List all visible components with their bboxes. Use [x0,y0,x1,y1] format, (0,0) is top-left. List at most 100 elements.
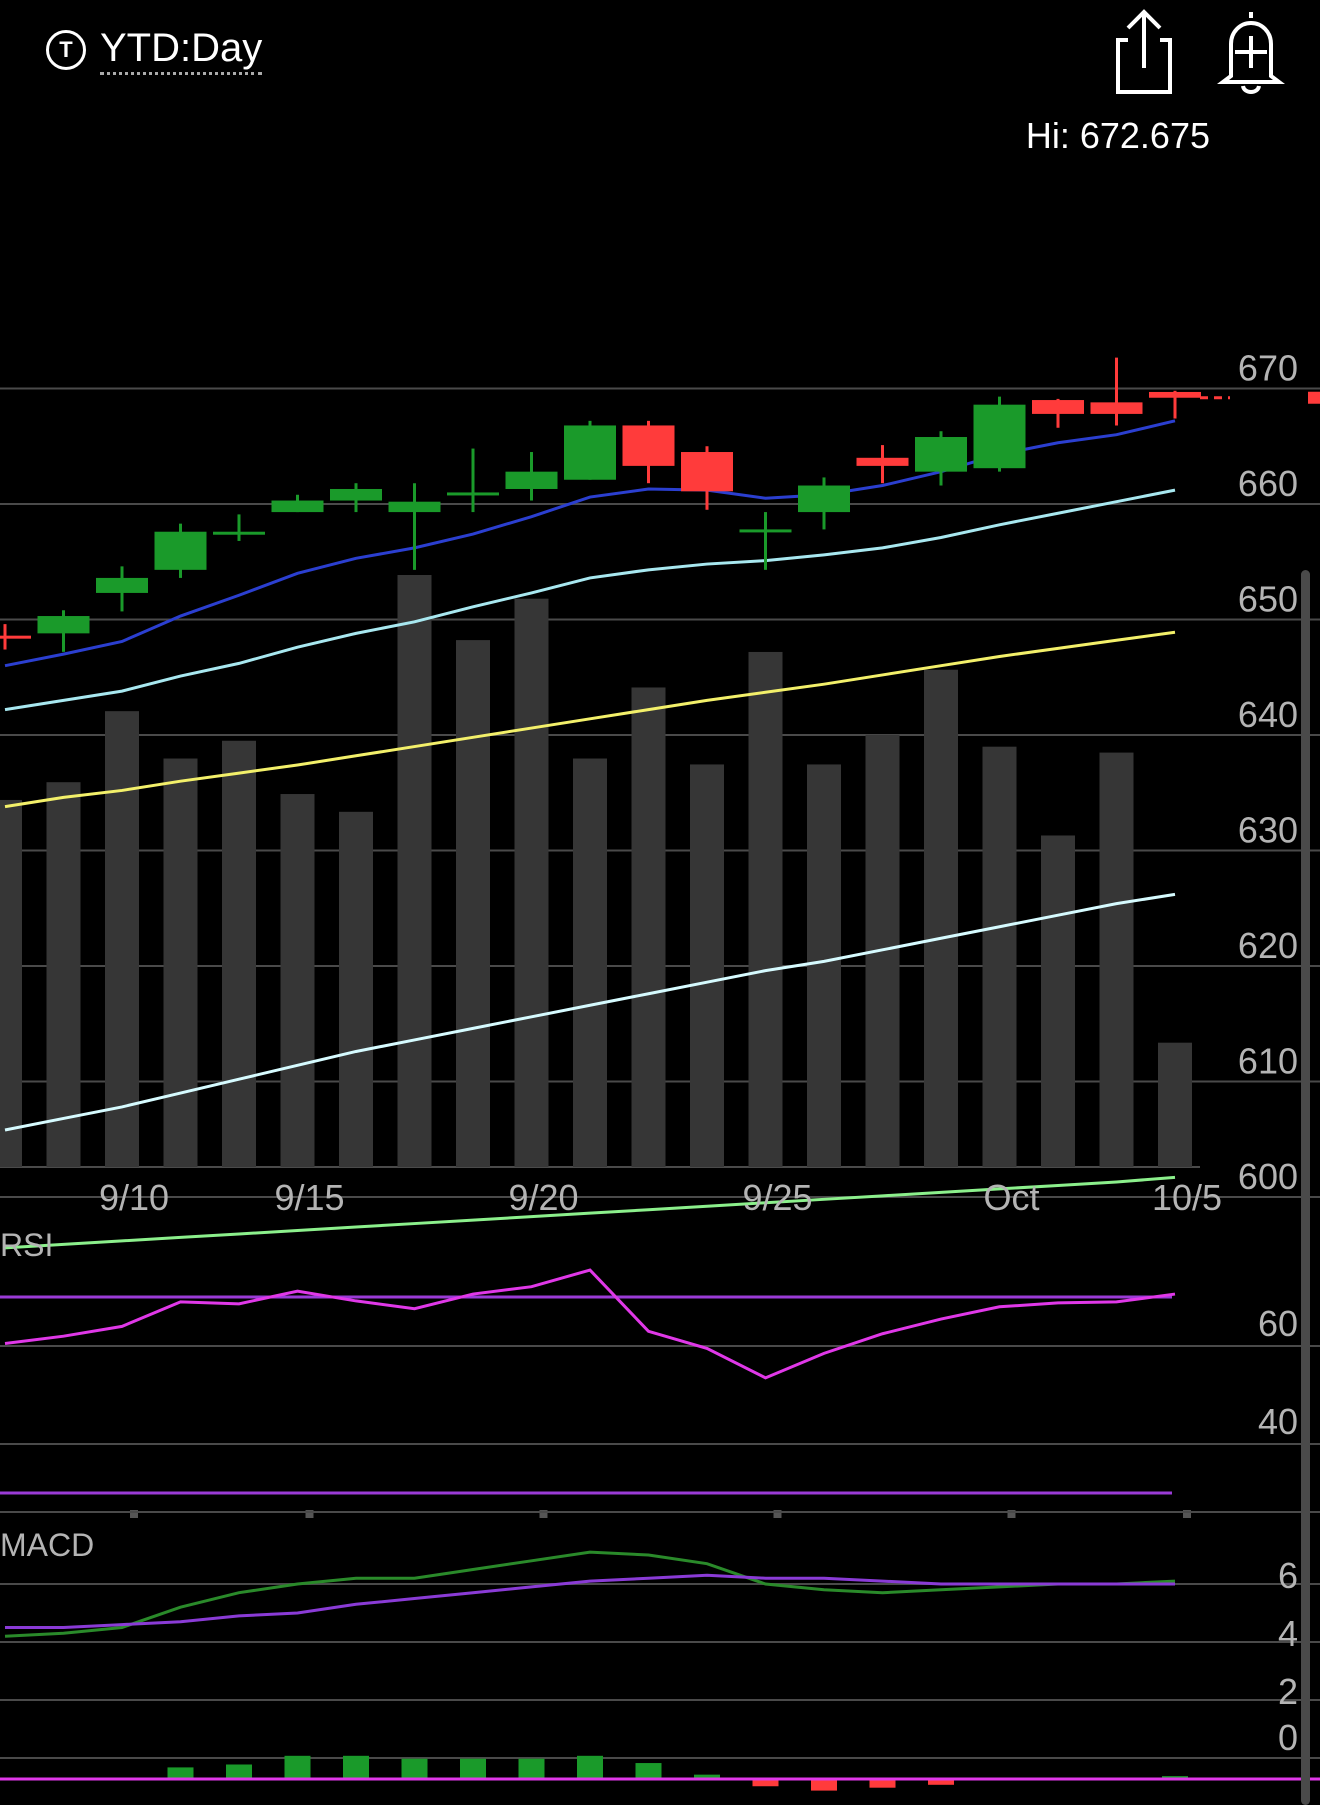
macd-histogram-bar [460,1758,486,1779]
timeframe-selector[interactable]: T YTD:Day [46,20,263,80]
last-price-marker [1308,391,1320,404]
macd-tick-label: 2 [1278,1671,1298,1712]
price-tick-label: 630 [1238,810,1298,851]
date-tick-mark [305,1510,314,1518]
rsi-panel: 60 40 [0,1268,1320,1513]
candle-body [154,531,207,570]
rsi-label: RSI [0,1227,53,1263]
volume-bars [0,575,1192,1167]
candle-body [681,452,733,492]
date-tick-label: Oct [983,1177,1039,1218]
moving-average-line [4,1175,1176,1250]
price-axis: 670 660 650 640 630 620 610 600 [1238,348,1298,1198]
candle-body [622,425,675,466]
volume-bar [0,799,22,1167]
date-tick-label: 9/20 [508,1177,578,1218]
volume-bar [690,764,724,1167]
macd-tick-label: 0 [1278,1717,1298,1758]
volume-bar [573,758,607,1167]
date-tick-label: 10/5 [1152,1177,1222,1218]
candle-body [271,500,324,513]
volume-bar [982,746,1017,1167]
candle-body [37,616,90,634]
candle-body [739,529,792,533]
macd-histogram-bar [694,1774,720,1779]
macd-histogram-bar [577,1755,603,1779]
bell-plus-icon [1217,12,1285,94]
macd-line [4,1550,1176,1638]
vertical-scrollbar[interactable] [1301,570,1310,1805]
date-tick-mark [1183,1510,1191,1518]
volume-bar [924,669,958,1167]
volume-bar [222,740,256,1167]
macd-histogram-bar [167,1767,194,1779]
candle-body [447,492,499,496]
macd-histogram-bar [811,1779,837,1791]
volume-bar [46,782,81,1167]
volume-bar [280,794,315,1167]
moving-average-line [4,630,1176,809]
price-tick-label: 640 [1238,694,1298,735]
candle-body [1032,400,1084,414]
rsi-line [4,1268,1176,1380]
candle-body [798,485,850,513]
macd-tick-label: 6 [1278,1555,1298,1596]
macd-histogram-bar [928,1779,954,1785]
candle-body [96,577,148,593]
candle-body [388,501,441,513]
price-tick-label: 660 [1238,463,1298,504]
volume-bar [1158,1042,1192,1167]
macd-label: MACD [0,1527,94,1563]
candle-body [856,457,909,466]
alert-button[interactable] [1205,6,1297,98]
moving-average-line [4,488,1176,712]
volume-bar [397,575,432,1167]
macd-histogram-bar [226,1764,252,1779]
date-tick-mark [773,1510,782,1518]
macd-histogram-bar [869,1779,896,1788]
candle-body [1149,391,1201,398]
volume-bar [514,598,549,1167]
candle-body [973,404,1026,469]
candle-body [213,531,265,535]
volume-bar [105,711,139,1167]
rsi-tick-label: 60 [1258,1303,1298,1344]
macd-histogram-bar [284,1755,311,1779]
high-price-label: Hi: 672.675 [1026,115,1210,156]
date-tick-label: 9/10 [99,1177,169,1218]
volume-bar [807,764,841,1167]
price-tick-label: 650 [1238,579,1298,620]
macd-panel: 6 4 2 0 [0,1550,1320,1791]
macd-histogram-bar [401,1758,428,1779]
candlesticks [0,357,1320,652]
date-tick-label: 9/25 [742,1177,812,1218]
volume-bar [1041,835,1075,1167]
macd-tick-label: 4 [1278,1613,1298,1654]
price-tick-label: 670 [1238,348,1298,389]
candle-body [505,471,558,489]
price-tick-label: 610 [1238,1041,1298,1082]
volume-bar [456,640,490,1167]
moving-average-line [4,892,1176,1132]
date-tick-mark [1007,1510,1016,1518]
volume-bar [748,651,783,1167]
volume-bar [1099,752,1134,1167]
macd-histogram-bar [343,1755,369,1779]
volume-bar [339,811,373,1167]
macd-line [5,1573,1175,1629]
top-bar: T YTD:Day [0,0,1320,100]
volume-bar [631,687,666,1167]
date-tick-label: 9/15 [274,1177,344,1218]
date-tick-mark [130,1510,138,1518]
candle-body [330,488,382,501]
price-chart[interactable]: 670 660 650 640 630 6 2 0 610 600 9/10 9/15 9/20 9/2… [0,100,1320,1805]
macd-histogram-bar [518,1758,545,1779]
volume-bar [163,758,198,1167]
date-tick-mark [539,1510,548,1518]
price-tick-label: 600 [1238,1156,1298,1197]
date-axis: 9/10 9/15 9/20 9/25 Oct 10/5 [99,1177,1222,1518]
share-button[interactable] [1098,6,1190,98]
candle-body [1090,402,1143,414]
ticker-type-icon: T [46,30,86,70]
rsi-tick-label: 40 [1258,1401,1298,1442]
